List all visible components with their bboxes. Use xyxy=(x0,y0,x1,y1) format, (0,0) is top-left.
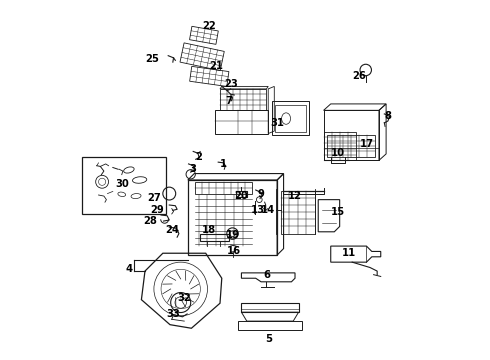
Text: 13: 13 xyxy=(250,205,265,215)
Text: 3: 3 xyxy=(190,164,196,174)
Text: 20: 20 xyxy=(235,191,248,201)
Text: 31: 31 xyxy=(270,118,284,128)
Text: 28: 28 xyxy=(144,216,157,226)
Text: 9: 9 xyxy=(258,189,265,199)
Text: 8: 8 xyxy=(384,111,392,121)
Text: 2: 2 xyxy=(195,152,202,162)
Text: 18: 18 xyxy=(202,225,217,235)
Text: 5: 5 xyxy=(265,334,272,344)
Text: 14: 14 xyxy=(261,205,275,215)
Text: 30: 30 xyxy=(115,179,129,189)
Text: 25: 25 xyxy=(145,54,159,64)
Text: 21: 21 xyxy=(209,61,223,71)
Text: 22: 22 xyxy=(202,21,216,31)
Text: 32: 32 xyxy=(177,293,191,303)
Text: 4: 4 xyxy=(125,264,132,274)
Text: 11: 11 xyxy=(342,248,356,258)
Text: 1: 1 xyxy=(220,159,227,169)
Text: 17: 17 xyxy=(360,139,373,149)
Text: 24: 24 xyxy=(165,225,179,235)
Text: 29: 29 xyxy=(150,205,164,215)
Text: 19: 19 xyxy=(225,230,240,240)
Text: 10: 10 xyxy=(331,148,345,158)
Text: 26: 26 xyxy=(352,71,366,81)
Text: 6: 6 xyxy=(263,270,270,280)
Text: 16: 16 xyxy=(226,247,241,256)
Text: 33: 33 xyxy=(167,309,180,319)
Text: 7: 7 xyxy=(225,96,232,107)
Text: 23: 23 xyxy=(224,78,238,89)
Text: 12: 12 xyxy=(288,191,302,201)
Text: 27: 27 xyxy=(147,193,161,203)
Text: 15: 15 xyxy=(331,207,345,217)
